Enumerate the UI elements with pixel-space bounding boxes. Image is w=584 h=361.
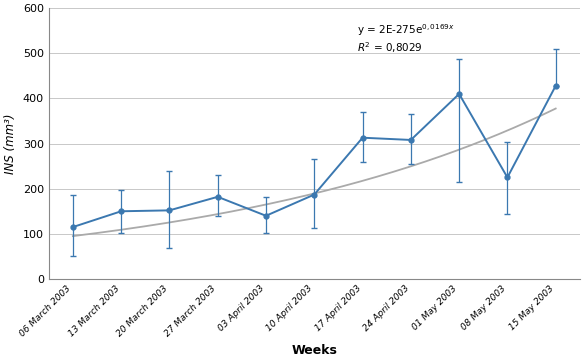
Y-axis label: INS (mm³): INS (mm³) [4, 113, 17, 174]
Text: y = 2E-275e$^{0,0169x}$
$R^2$ = 0,8029: y = 2E-275e$^{0,0169x}$ $R^2$ = 0,8029 [357, 22, 454, 55]
X-axis label: Weeks: Weeks [291, 344, 337, 357]
